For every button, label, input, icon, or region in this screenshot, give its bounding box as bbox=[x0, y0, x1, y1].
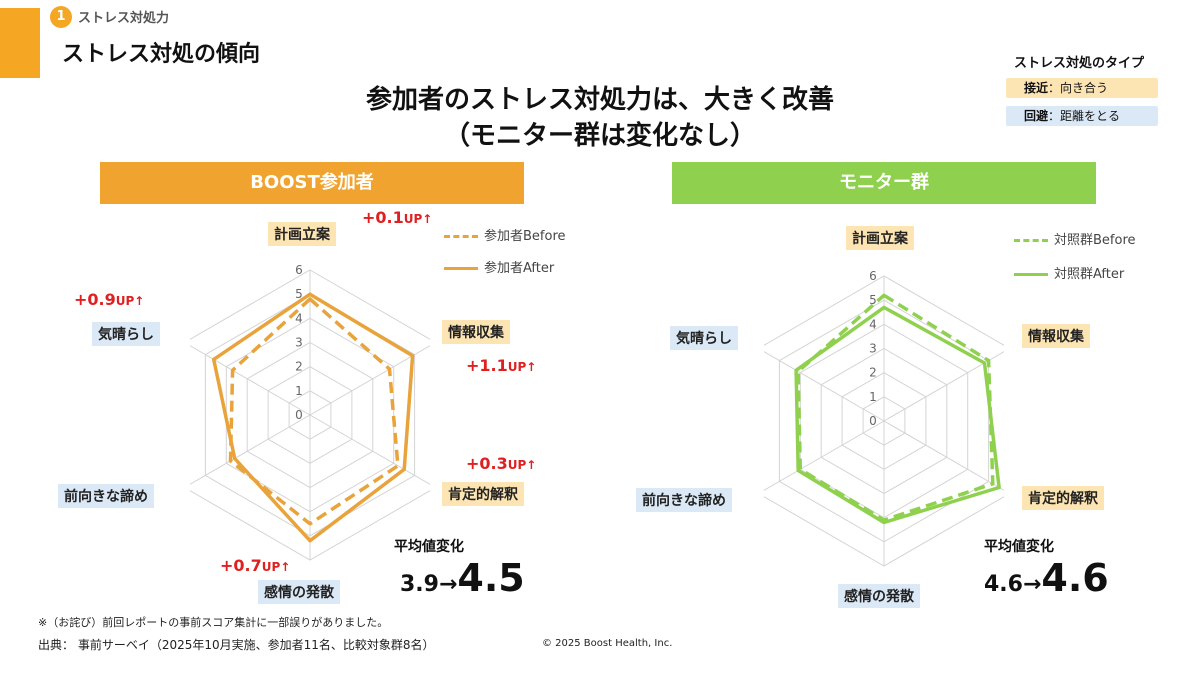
headline: 参加者のストレス対処力は、大きく改善 （モニター群は変化なし） bbox=[250, 82, 950, 154]
boost-radar-chart: 0 1 2 3 4 5 6 bbox=[190, 263, 430, 561]
section-accent-bar bbox=[0, 8, 40, 78]
up-annotation-distract: +0.9UP↑ bbox=[74, 290, 144, 309]
legend-monitor-after: 対照群After bbox=[1014, 263, 1124, 282]
boost-tick-label: 5 bbox=[295, 287, 303, 301]
boost-avg-label: 平均値変化 bbox=[394, 539, 464, 555]
boost-panel-heading: BOOST参加者 bbox=[100, 162, 524, 204]
section-label: ストレス対処力 bbox=[78, 11, 170, 26]
up-value: +1.1 bbox=[466, 356, 508, 375]
monitor-tick-label: 1 bbox=[869, 390, 877, 404]
monitor-tick-label: 0 bbox=[869, 414, 877, 428]
boost-spoke bbox=[190, 345, 311, 416]
boost-axis-label-distract: 気晴らし bbox=[92, 322, 160, 346]
boost-tick-label: 4 bbox=[295, 311, 303, 325]
monitor-avg-value: 4.6→4.6 bbox=[984, 556, 1109, 600]
boost-tick-label: 6 bbox=[295, 263, 303, 277]
monitor-panel-heading: モニター群 bbox=[672, 162, 1096, 204]
legend-label: 参加者Before bbox=[484, 229, 566, 244]
monitor-spoke bbox=[764, 351, 885, 422]
monitor-axis-label-plan: 計画立案 bbox=[846, 226, 914, 250]
boost-spoke bbox=[190, 414, 311, 485]
boost-axis-label-emotion: 感情の発散 bbox=[258, 580, 340, 604]
monitor-avg-label: 平均値変化 bbox=[984, 539, 1054, 555]
up-suffix: UP↑ bbox=[507, 360, 537, 374]
monitor-axis-label-acceptance: 前向きな諦め bbox=[636, 488, 732, 512]
up-suffix: UP↑ bbox=[403, 212, 433, 226]
avg-from: 3.9→ bbox=[400, 572, 458, 597]
boost-spoke bbox=[309, 345, 430, 416]
up-value: +0.3 bbox=[466, 454, 508, 473]
legend-label: 参加者After bbox=[484, 261, 555, 276]
boost-series-after-line bbox=[211, 292, 415, 543]
legend-boost-before: 参加者Before bbox=[444, 225, 566, 244]
legend-swatch bbox=[444, 235, 478, 238]
approach-desc: ：向き合う bbox=[1048, 81, 1109, 95]
monitor-radar-chart: 0 1 2 3 4 5 6 bbox=[764, 269, 1004, 567]
legend-swatch bbox=[1014, 273, 1048, 276]
boost-axis-label-plan: 計画立案 bbox=[268, 222, 336, 246]
boost-axis-label-acceptance: 前向きな諦め bbox=[58, 484, 154, 508]
coping-type-avoid: 回避：距離をとる bbox=[1006, 106, 1158, 126]
legend-label: 対照群After bbox=[1054, 267, 1125, 282]
monitor-axis-label-reframe: 肯定的解釈 bbox=[1022, 486, 1104, 510]
avg-to: 4.5 bbox=[457, 556, 525, 600]
legend-swatch bbox=[1014, 239, 1048, 242]
legend-swatch bbox=[444, 267, 478, 270]
boost-tick-label: 2 bbox=[295, 360, 303, 374]
boost-tick-label: 0 bbox=[295, 408, 303, 422]
boost-avg-value: 3.9→4.5 bbox=[400, 556, 525, 600]
boost-series-before-line bbox=[228, 297, 400, 526]
boost-axis-label-info: 情報収集 bbox=[442, 320, 510, 344]
copyright: © 2025 Boost Health, Inc. bbox=[542, 638, 673, 649]
avg-from: 4.6→ bbox=[984, 572, 1042, 597]
boost-spoke bbox=[309, 414, 430, 485]
monitor-tick-label: 6 bbox=[869, 269, 877, 283]
monitor-tick-label: 3 bbox=[869, 342, 877, 356]
approach-key: 接近 bbox=[1024, 81, 1049, 95]
avoid-key: 回避 bbox=[1024, 109, 1049, 123]
up-annotation-emotion: +0.7UP↑ bbox=[220, 556, 290, 575]
monitor-axis-label-emotion: 感情の発散 bbox=[838, 584, 920, 608]
avoid-desc: ：距離をとる bbox=[1048, 109, 1121, 123]
coping-type-approach: 接近：向き合う bbox=[1006, 78, 1158, 98]
up-value: +0.7 bbox=[220, 556, 262, 575]
monitor-tick-label: 5 bbox=[869, 293, 877, 307]
up-suffix: UP↑ bbox=[115, 294, 145, 308]
monitor-axis-label-distract: 気晴らし bbox=[670, 326, 738, 350]
up-suffix: UP↑ bbox=[261, 560, 291, 574]
monitor-spoke bbox=[883, 420, 1004, 491]
section-number-badge: 1 bbox=[50, 6, 72, 28]
up-annotation-reframe: +0.3UP↑ bbox=[466, 454, 536, 473]
monitor-tick-label: 2 bbox=[869, 366, 877, 380]
legend-label: 対照群Before bbox=[1054, 233, 1136, 248]
headline-line-2: （モニター群は変化なし） bbox=[443, 121, 756, 151]
monitor-spoke bbox=[764, 420, 885, 491]
up-suffix: UP↑ bbox=[507, 458, 537, 472]
source-note: 出典： 事前サーベイ（2025年10月実施、参加者11名、比較対象群8名） bbox=[38, 638, 435, 652]
legend-monitor-before: 対照群Before bbox=[1014, 229, 1136, 248]
headline-line-1: 参加者のストレス対処力は、大きく改善 bbox=[365, 85, 834, 115]
avg-to: 4.6 bbox=[1041, 556, 1109, 600]
page-title: ストレス対処の傾向 bbox=[62, 42, 261, 67]
boost-axis-label-reframe: 肯定的解釈 bbox=[442, 482, 524, 506]
monitor-series-before-line bbox=[796, 293, 995, 522]
monitor-tick-label: 4 bbox=[869, 317, 877, 331]
boost-tick-label: 3 bbox=[295, 336, 303, 350]
legend-boost-after: 参加者After bbox=[444, 257, 554, 276]
footnote: ※（お詫び）前回レポートの事前スコア集計に一部誤りがありました。 bbox=[38, 616, 389, 629]
monitor-series-after-line bbox=[794, 305, 1001, 525]
up-annotation-plan: +0.1UP↑ bbox=[362, 208, 432, 227]
up-annotation-info: +1.1UP↑ bbox=[466, 356, 536, 375]
boost-tick-label: 1 bbox=[295, 384, 303, 398]
up-value: +0.1 bbox=[362, 208, 404, 227]
monitor-axis-label-info: 情報収集 bbox=[1022, 324, 1090, 348]
up-value: +0.9 bbox=[74, 290, 116, 309]
coping-type-legend-title: ストレス対処のタイプ bbox=[1013, 56, 1144, 71]
